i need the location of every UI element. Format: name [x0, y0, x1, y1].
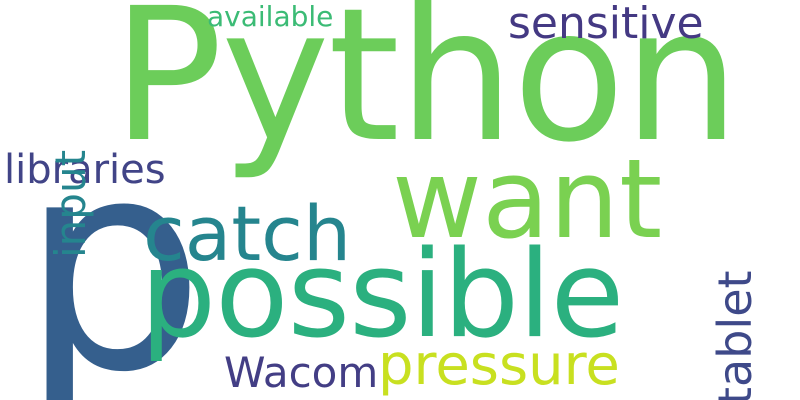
word-available: available [207, 0, 334, 33]
word-catch: catch [143, 189, 352, 278]
word-pressure: pressure [378, 333, 620, 398]
word-possible: possible [140, 226, 624, 365]
word-want: want [392, 135, 663, 263]
word-input: input [46, 149, 95, 258]
word-p: p [20, 96, 206, 400]
word-sensitive: sensitive [508, 0, 704, 49]
word-tablet: tablet [708, 270, 762, 400]
word-python: Python [112, 0, 740, 183]
word-wacom: Wacom [224, 348, 379, 397]
word-libraries: libraries [4, 147, 166, 193]
